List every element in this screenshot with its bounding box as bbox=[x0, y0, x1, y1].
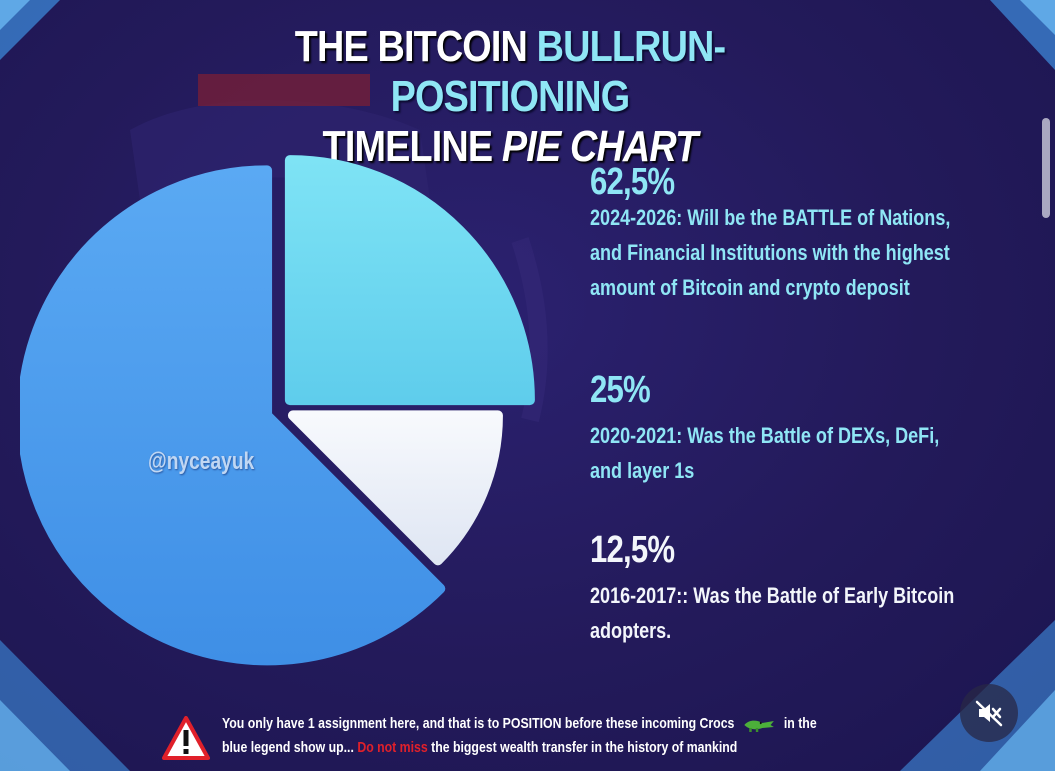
crocodile-icon bbox=[744, 720, 774, 733]
title-line1-blue: BULLRUN-POSITIONING bbox=[390, 22, 726, 121]
pie-chart bbox=[20, 155, 535, 666]
legend-description-1: 2024-2026: Will be the BATTLE of Nations… bbox=[590, 205, 951, 300]
legend-percent-2: 25% bbox=[590, 369, 651, 411]
mute-button[interactable] bbox=[960, 684, 1018, 742]
notice-part2: in the bbox=[783, 715, 817, 732]
title-highlight-bar bbox=[198, 74, 370, 106]
warning-triangle-icon bbox=[162, 716, 210, 760]
notice-part3: blue legend show up... bbox=[222, 739, 354, 756]
legend-percent-1: 62,5% bbox=[590, 161, 675, 203]
legend-percent-3: 12,5% bbox=[590, 529, 675, 571]
title-line1-white: THE BITCOIN bbox=[294, 22, 528, 71]
notice-part1: You only have 1 assignment here, and tha… bbox=[222, 715, 735, 732]
speaker-muted-icon bbox=[975, 700, 1003, 727]
pie-slice-2024-2026 bbox=[284, 155, 535, 406]
notice-part5: the biggest wealth transfer in the histo… bbox=[431, 739, 738, 756]
scrollbar[interactable] bbox=[1042, 118, 1050, 218]
pie-slice-2020-2021 bbox=[287, 410, 503, 566]
watermark: @nyceayuk bbox=[148, 448, 255, 475]
notice-text: You only have 1 assignment here, and tha… bbox=[222, 712, 862, 760]
chart-title: THE BITCOIN BULLRUN-POSITIONING TIMELINE… bbox=[200, 22, 819, 172]
legend-description-3: 2016-2017:: Was the Battle of Early Bitc… bbox=[590, 583, 955, 643]
legend-description-2: 2020-2021: Was the Battle of DEXs, DeFi,… bbox=[590, 423, 940, 483]
pie-slice-2016-2017 bbox=[20, 165, 446, 666]
notice-part4-red: Do not miss bbox=[357, 739, 428, 756]
title-line2-italic: PIE CHART bbox=[501, 122, 698, 171]
